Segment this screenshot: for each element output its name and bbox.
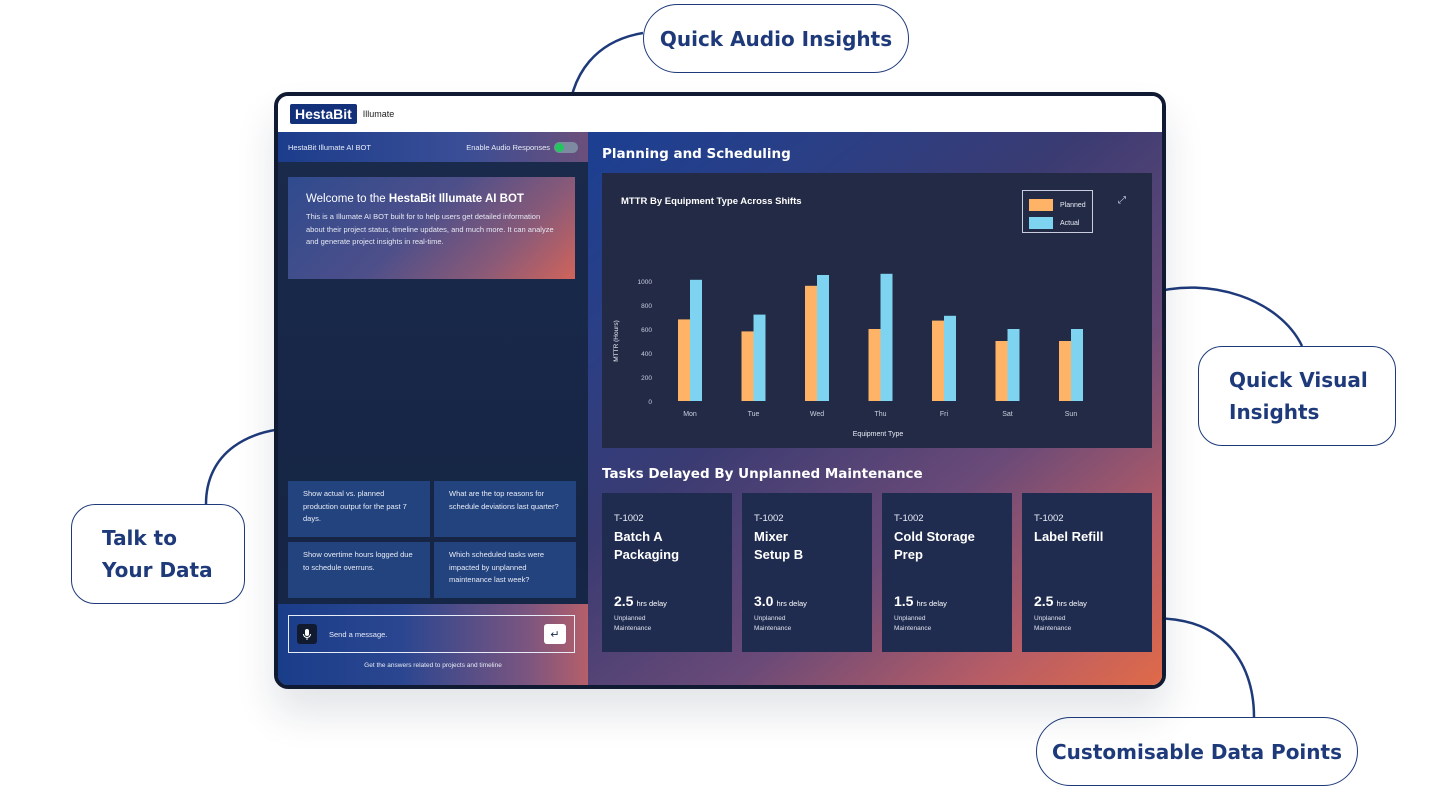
legend-label-planned: Planned <box>1060 201 1086 209</box>
x-tick-label: Sat <box>1002 411 1013 418</box>
suggestion-chip[interactable]: Which scheduled tasks were impacted by u… <box>434 542 576 598</box>
callout-quick-audio-insights: Quick Audio Insights <box>643 4 909 73</box>
x-tick-label: Wed <box>810 411 824 418</box>
x-tick-label: Thu <box>874 411 886 418</box>
bar-planned <box>932 320 944 401</box>
toggle-knob <box>555 142 564 152</box>
x-tick-label: Fri <box>940 411 949 418</box>
x-axis-label: Equipment Type <box>853 431 904 438</box>
audio-toggle-group: Enable Audio Responses <box>466 141 578 153</box>
task-maintenance-type: Unplanned Maintenance <box>614 615 652 632</box>
legend-item-actual[interactable]: Actual <box>1029 214 1092 232</box>
callout-quick-visual-insights: Quick Visual Insights <box>1198 346 1396 446</box>
bar-planned <box>995 341 1008 401</box>
y-tick-label: 400 <box>641 351 652 358</box>
task-maintenance-type: Unplanned Maintenance <box>894 615 932 632</box>
dashboard-panel: Planning and Scheduling MTTR By Equipmen… <box>588 132 1162 685</box>
bar-planned <box>678 319 690 401</box>
mttr-bar-chart: 0 200 400 600 800 1000 MTTR (Hours) Equipment T… <box>613 273 1083 438</box>
tasks-section-title: Tasks Delayed By Unplanned Maintenance <box>602 466 923 482</box>
chat-panel: HestaBit Illumate AI BOT Enable Audio Re… <box>278 132 588 685</box>
chat-footer-note: Get the answers related to projects and … <box>364 662 502 669</box>
welcome-heading: Welcome to the HestaBit Illumate AI BOT <box>306 193 524 205</box>
brand-logo[interactable]: HestaBit <box>290 104 357 124</box>
callout-customisable-data-points: Customisable Data Points <box>1036 717 1358 786</box>
y-tick-label: 600 <box>641 327 652 334</box>
task-id: T-1002 <box>894 513 924 524</box>
x-tick-label: Mon <box>683 411 697 418</box>
chat-title: HestaBit Illumate AI BOT <box>288 142 371 152</box>
bar-actual <box>690 279 702 401</box>
y-axis-label: MTTR (Hours) <box>613 320 620 362</box>
suggestion-chip[interactable]: What are the top reasons for schedule de… <box>434 481 576 537</box>
y-tick-label: 0 <box>648 399 652 406</box>
mic-icon[interactable] <box>297 624 317 644</box>
task-card[interactable]: T-1002 Batch A Packaging 2.5 hrs delay Unp… <box>602 493 732 652</box>
x-tick-label: Tue <box>748 411 760 418</box>
legend-item-planned[interactable]: Planned <box>1029 196 1092 214</box>
welcome-card: Welcome to the HestaBit Illumate AI BOT … <box>288 177 575 279</box>
enter-icon[interactable]: ↵ <box>544 624 566 644</box>
x-tick-label: Sun <box>1065 411 1078 418</box>
task-delay: 2.5 hrs delay <box>1034 593 1087 609</box>
task-name: Mixer Setup B <box>754 529 804 562</box>
task-card[interactable]: T-1002 Label Refill 2.5 hrs delay Unplann… <box>1022 493 1152 652</box>
bar-planned <box>805 285 817 401</box>
task-delay: 1.5 hrs delay <box>894 593 947 609</box>
legend-swatch-planned <box>1029 199 1053 211</box>
legend-swatch-actual <box>1029 217 1053 229</box>
task-id: T-1002 <box>614 513 644 524</box>
top-bar: HestaBit Illumate <box>278 96 1162 132</box>
y-tick-label: 800 <box>641 303 652 310</box>
task-name: Batch A Packaging <box>614 529 680 562</box>
bar-actual <box>1071 329 1083 401</box>
mttr-chart-card: MTTR By Equipment Type Across Shifts Pla… <box>602 173 1152 448</box>
task-id: T-1002 <box>754 513 784 524</box>
task-maintenance-type: Unplanned Maintenance <box>1034 615 1072 632</box>
audio-toggle-switch[interactable] <box>554 141 578 153</box>
bar-planned <box>741 331 754 401</box>
y-tick-label: 200 <box>641 375 652 382</box>
task-name: Cold Storage Prep <box>894 529 975 562</box>
product-name: Illumate <box>362 109 395 119</box>
suggestion-chip[interactable]: Show actual vs. planned production outpu… <box>288 481 430 537</box>
planning-section-title: Planning and Scheduling <box>602 146 791 162</box>
chart-legend: Planned Actual <box>1022 190 1093 233</box>
bar-planned <box>1059 341 1071 401</box>
bar-actual <box>817 275 829 401</box>
chat-footer: Send a message. ↵ Get the answers relate… <box>278 604 588 685</box>
suggestion-chip[interactable]: Show overtime hours logged due to schedu… <box>288 542 430 598</box>
task-name: Label Refill <box>1034 529 1104 544</box>
chart-title: MTTR By Equipment Type Across Shifts <box>621 196 802 207</box>
task-maintenance-type: Unplanned Maintenance <box>754 615 792 632</box>
chat-header: HestaBit Illumate AI BOT Enable Audio Re… <box>278 132 588 162</box>
task-delay: 3.0 hrs delay <box>754 593 807 609</box>
expand-icon[interactable]: ⤢ <box>1118 195 1126 206</box>
bar-actual <box>880 273 893 401</box>
message-input[interactable]: Send a message. <box>329 629 388 639</box>
bar-planned <box>868 329 881 401</box>
welcome-body: This is a Illumate AI BOT built for to h… <box>306 212 554 246</box>
y-tick-label: 1000 <box>638 279 653 286</box>
message-input-box[interactable]: Send a message. ↵ <box>288 615 575 653</box>
app-window: HestaBit Illumate HestaBit Illumate AI B… <box>274 92 1166 689</box>
bar-actual <box>944 315 956 401</box>
task-id: T-1002 <box>1034 513 1064 524</box>
callout-talk-to-your-data: Talk to Your Data <box>71 504 245 604</box>
bar-actual <box>1007 329 1020 401</box>
task-card[interactable]: T-1002 Mixer Setup B 3.0 hrs delay Unplann… <box>742 493 872 652</box>
audio-toggle-label: Enable Audio Responses <box>466 142 550 152</box>
task-card[interactable]: T-1002 Cold Storage Prep 1.5 hrs delay Unp… <box>882 493 1012 652</box>
bar-actual <box>753 314 766 401</box>
legend-label-actual: Actual <box>1060 219 1080 227</box>
task-delay: 2.5 hrs delay <box>614 593 667 609</box>
arrow-visual <box>1148 286 1304 347</box>
